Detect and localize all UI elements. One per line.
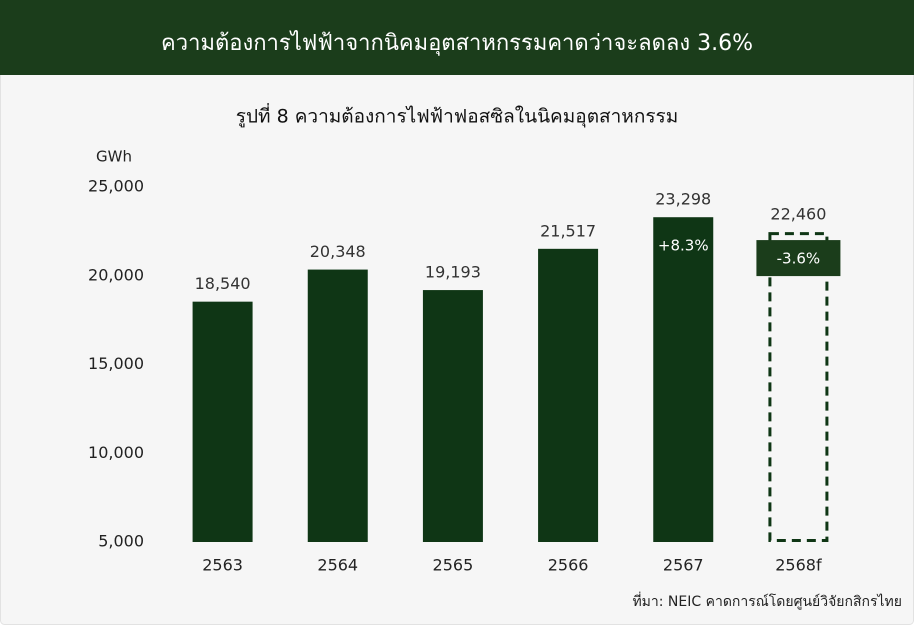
value-label: 21,517 bbox=[540, 221, 596, 240]
bar bbox=[307, 269, 368, 542]
y-tick-label: 20,000 bbox=[88, 265, 144, 284]
x-tick-label: 2567 bbox=[663, 556, 704, 575]
value-label: 20,348 bbox=[310, 242, 366, 261]
decline-annotation: -3.6% bbox=[777, 250, 821, 268]
x-tick-label: 2565 bbox=[433, 556, 474, 575]
growth-annotation: +8.3% bbox=[658, 237, 709, 255]
bar bbox=[192, 301, 253, 542]
y-axis-label: GWh bbox=[96, 148, 132, 166]
value-label: 18,540 bbox=[195, 274, 251, 293]
value-label: 22,460 bbox=[770, 205, 826, 224]
bar bbox=[422, 290, 483, 542]
y-tick-label: 5,000 bbox=[98, 532, 144, 551]
x-tick-label: 2566 bbox=[548, 556, 589, 575]
forecast-bar bbox=[768, 232, 829, 543]
y-tick-label: 10,000 bbox=[88, 443, 144, 462]
annotation-box bbox=[756, 240, 841, 277]
header bbox=[0, 0, 914, 75]
value-label: 23,298 bbox=[655, 190, 711, 209]
x-tick-label: 2563 bbox=[202, 556, 243, 575]
chart-title: ความต้องการไฟฟ้าจากนิคมอุตสาหกรรมคาดว่าจ… bbox=[161, 30, 753, 56]
chart-subtitle: รูปที่ 8 ความต้องการไฟฟ้าฟอสซิลในนิคมอุต… bbox=[236, 103, 679, 129]
x-tick-label: 2568f bbox=[775, 556, 822, 575]
source-note: ที่มา: NEIC คาดการณ์โดยศูนย์วิจัยกสิกรไท… bbox=[632, 592, 902, 610]
bar bbox=[538, 248, 599, 543]
x-tick-label: 2564 bbox=[317, 556, 358, 575]
value-label: 19,193 bbox=[425, 263, 481, 282]
bar bbox=[653, 217, 714, 542]
y-tick-label: 15,000 bbox=[88, 354, 144, 373]
y-tick-label: 25,000 bbox=[88, 177, 144, 196]
